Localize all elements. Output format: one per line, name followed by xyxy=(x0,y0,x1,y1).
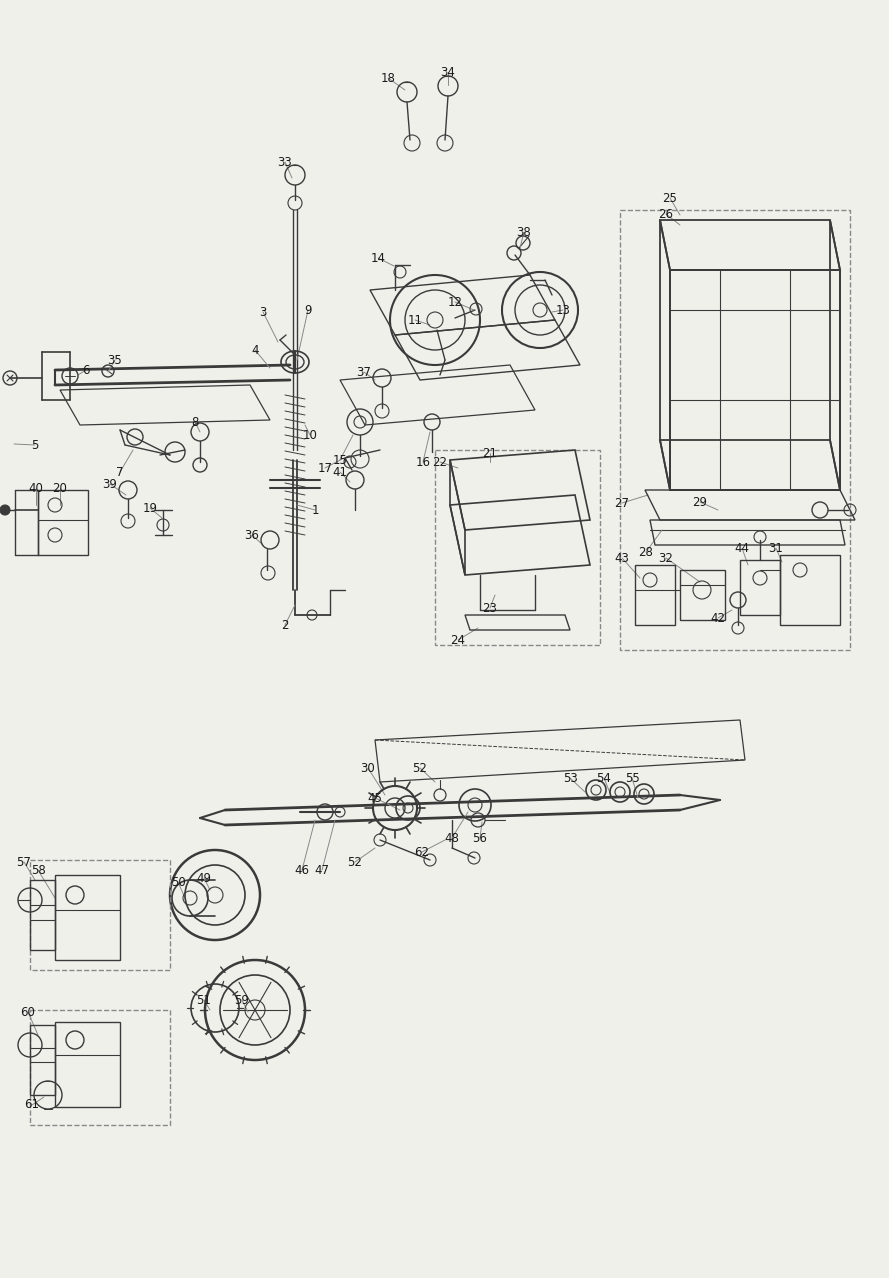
Text: 48: 48 xyxy=(444,832,460,845)
Bar xyxy=(55,875,120,960)
Text: 9: 9 xyxy=(304,303,312,317)
Text: 17: 17 xyxy=(317,461,332,474)
Bar xyxy=(30,860,170,970)
Text: 50: 50 xyxy=(171,875,186,888)
Text: 47: 47 xyxy=(315,864,330,877)
Text: 28: 28 xyxy=(638,546,653,558)
Text: 52: 52 xyxy=(412,762,428,774)
Text: 45: 45 xyxy=(367,791,382,804)
Text: 1: 1 xyxy=(311,504,319,516)
Text: 58: 58 xyxy=(30,864,45,877)
Bar xyxy=(435,450,600,645)
Text: 49: 49 xyxy=(196,872,212,884)
Bar xyxy=(620,210,850,651)
Text: 35: 35 xyxy=(108,354,123,367)
Text: 31: 31 xyxy=(769,542,783,555)
Text: 44: 44 xyxy=(734,542,749,555)
Text: 16: 16 xyxy=(415,455,430,469)
Text: 18: 18 xyxy=(380,72,396,84)
Text: 26: 26 xyxy=(659,207,674,221)
Bar xyxy=(635,565,675,625)
Text: 30: 30 xyxy=(361,762,375,774)
Bar xyxy=(30,1010,170,1125)
Bar xyxy=(38,489,88,555)
Text: 29: 29 xyxy=(693,496,708,509)
Text: 15: 15 xyxy=(332,454,348,466)
Bar xyxy=(30,881,55,950)
Text: 33: 33 xyxy=(277,156,292,169)
Text: 61: 61 xyxy=(25,1099,39,1112)
Text: 43: 43 xyxy=(614,552,629,565)
Text: 60: 60 xyxy=(20,1006,36,1019)
Bar xyxy=(680,570,725,620)
Text: 36: 36 xyxy=(244,529,260,542)
Text: 57: 57 xyxy=(17,855,31,869)
Text: 52: 52 xyxy=(348,855,363,869)
Text: 42: 42 xyxy=(710,611,725,625)
Text: 6: 6 xyxy=(83,363,90,377)
Text: 24: 24 xyxy=(451,634,466,647)
Text: 12: 12 xyxy=(447,295,462,308)
Text: 22: 22 xyxy=(433,455,447,469)
Text: 8: 8 xyxy=(191,415,198,428)
Text: 54: 54 xyxy=(597,772,612,785)
Text: 4: 4 xyxy=(252,344,259,357)
Text: 21: 21 xyxy=(483,446,498,460)
Bar xyxy=(740,560,780,615)
Bar xyxy=(780,555,840,625)
Text: 7: 7 xyxy=(116,465,124,478)
Text: 25: 25 xyxy=(662,192,677,204)
Text: 53: 53 xyxy=(563,772,577,785)
Text: 13: 13 xyxy=(556,303,571,317)
Text: 38: 38 xyxy=(517,225,532,239)
Text: 11: 11 xyxy=(407,313,422,326)
Text: 5: 5 xyxy=(31,438,39,451)
Circle shape xyxy=(0,505,10,515)
Text: 34: 34 xyxy=(441,65,455,78)
Text: 59: 59 xyxy=(235,993,250,1007)
Bar xyxy=(30,1025,55,1095)
Text: 37: 37 xyxy=(356,366,372,378)
Text: 27: 27 xyxy=(614,496,629,510)
Text: 55: 55 xyxy=(625,772,639,785)
Text: 23: 23 xyxy=(483,602,498,615)
Text: 3: 3 xyxy=(260,305,267,318)
Text: 56: 56 xyxy=(473,832,487,845)
Text: 32: 32 xyxy=(659,552,674,565)
Text: 19: 19 xyxy=(142,501,157,515)
Text: 46: 46 xyxy=(294,864,309,877)
Text: 41: 41 xyxy=(332,465,348,478)
Text: 51: 51 xyxy=(196,993,212,1007)
Text: 40: 40 xyxy=(28,482,44,495)
Text: 2: 2 xyxy=(281,619,289,631)
Bar xyxy=(55,1022,120,1107)
Text: 20: 20 xyxy=(52,482,68,495)
Text: 10: 10 xyxy=(302,428,317,441)
Text: 39: 39 xyxy=(102,478,117,491)
Text: 14: 14 xyxy=(371,252,386,265)
Text: 62: 62 xyxy=(414,846,429,859)
